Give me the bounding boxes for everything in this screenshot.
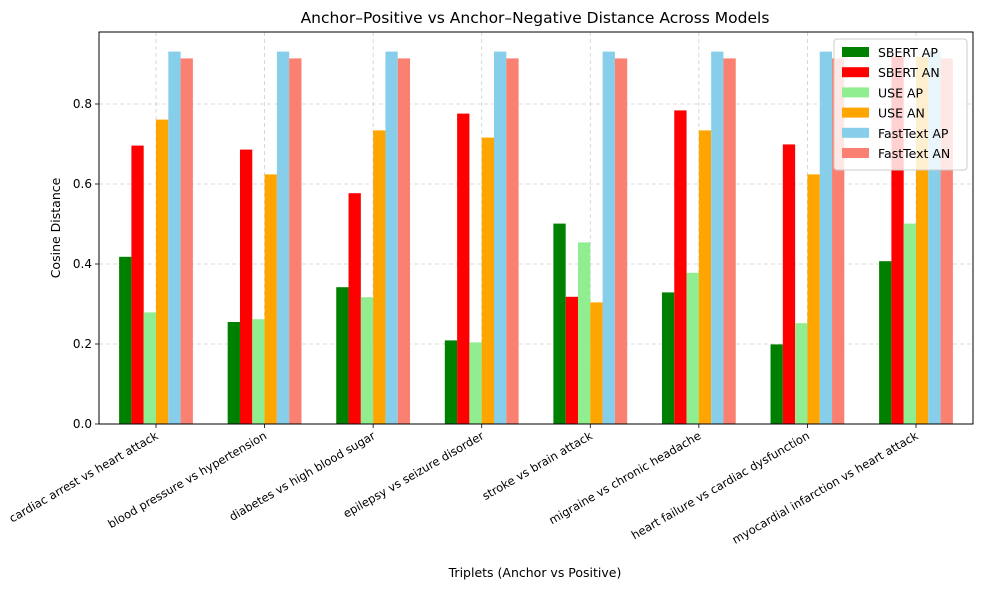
legend-swatch bbox=[842, 87, 869, 98]
bar-use-an bbox=[590, 302, 603, 424]
bar-use-an bbox=[481, 137, 495, 424]
plot-frame bbox=[98, 31, 974, 425]
legend-swatch bbox=[842, 127, 869, 138]
bar-use-an bbox=[373, 130, 386, 424]
bar-sbert-ap bbox=[227, 322, 240, 424]
bar-fasttext-an bbox=[289, 58, 302, 425]
bar-sbert-an bbox=[782, 144, 796, 424]
bar-fasttext-ap bbox=[819, 51, 833, 424]
bar-fasttext-ap bbox=[602, 51, 615, 424]
x-tick-label: myocardial infarction vs heart attack bbox=[730, 428, 921, 546]
bars bbox=[119, 51, 953, 425]
bar-fasttext-ap bbox=[494, 51, 507, 424]
bar-sbert-ap bbox=[770, 344, 783, 424]
bar-use-ap bbox=[143, 312, 156, 424]
bar-sbert-ap bbox=[444, 340, 458, 424]
bar-fasttext-an bbox=[723, 58, 736, 425]
legend-label: SBERT AN bbox=[878, 65, 940, 80]
bar-sbert-ap bbox=[336, 287, 349, 424]
bar-use-ap bbox=[360, 297, 374, 424]
legend-label: USE AP bbox=[878, 85, 924, 100]
bar-sbert-an bbox=[457, 113, 470, 424]
y-tick-label: 0.0 bbox=[73, 417, 92, 431]
bar-use-ap bbox=[577, 242, 591, 424]
bar-fasttext-ap bbox=[385, 51, 398, 424]
bar-fasttext-ap bbox=[711, 51, 724, 424]
y-axis-label: Cosine Distance bbox=[48, 177, 63, 278]
legend-label: FastText AP bbox=[878, 126, 949, 141]
bar-fasttext-an bbox=[506, 58, 519, 425]
bar-sbert-an bbox=[565, 296, 578, 424]
legend-swatch bbox=[842, 47, 869, 57]
y-tick-label: 0.4 bbox=[73, 257, 92, 271]
bar-fasttext-ap bbox=[276, 51, 290, 424]
bar-sbert-an bbox=[348, 193, 361, 424]
bar-use-an bbox=[264, 174, 277, 424]
bar-use-an bbox=[156, 119, 169, 424]
legend-swatch bbox=[842, 67, 869, 78]
chart-title: Anchor–Positive vs Anchor–Negative Dista… bbox=[301, 9, 770, 27]
y-tick-label: 0.8 bbox=[73, 97, 92, 111]
legend: SBERT AP SBERT AN USE AP USE AN FastText AP F… bbox=[833, 38, 968, 171]
bar-use-ap bbox=[686, 272, 699, 424]
legend-swatch bbox=[842, 148, 869, 158]
bar-sbert-an bbox=[239, 149, 253, 424]
bar-use-ap bbox=[903, 223, 916, 424]
bar-fasttext-an bbox=[180, 58, 193, 425]
x-axis-label: Triplets (Anchor vs Positive) bbox=[448, 565, 622, 580]
y-tick-label: 0.6 bbox=[73, 177, 92, 191]
bar-use-ap bbox=[469, 342, 482, 424]
bar-use-an bbox=[698, 130, 712, 424]
bar-sbert-an bbox=[131, 145, 144, 424]
bar-sbert-ap bbox=[661, 292, 675, 424]
legend-swatch bbox=[842, 107, 869, 118]
y-tick-label: 0.2 bbox=[73, 337, 92, 351]
bar-sbert-ap bbox=[119, 256, 132, 424]
legend-label: SBERT AP bbox=[878, 45, 938, 60]
x-tick-label: stroke vs brain attack bbox=[480, 428, 595, 503]
bar-fasttext-ap bbox=[168, 51, 181, 424]
x-tick-label: heart failure vs cardiac dysfunction bbox=[629, 428, 812, 542]
bar-use-an bbox=[807, 174, 820, 424]
bar-sbert-ap bbox=[553, 223, 566, 424]
bar-fasttext-an bbox=[397, 58, 411, 425]
bar-sbert-ap bbox=[879, 261, 892, 424]
bar-fasttext-an bbox=[614, 58, 628, 425]
bar-use-ap bbox=[252, 319, 265, 424]
legend-label: FastText AN bbox=[878, 146, 950, 161]
bar-sbert-an bbox=[674, 110, 687, 425]
bar-use-ap bbox=[795, 323, 808, 424]
legend-label: USE AN bbox=[878, 106, 925, 121]
